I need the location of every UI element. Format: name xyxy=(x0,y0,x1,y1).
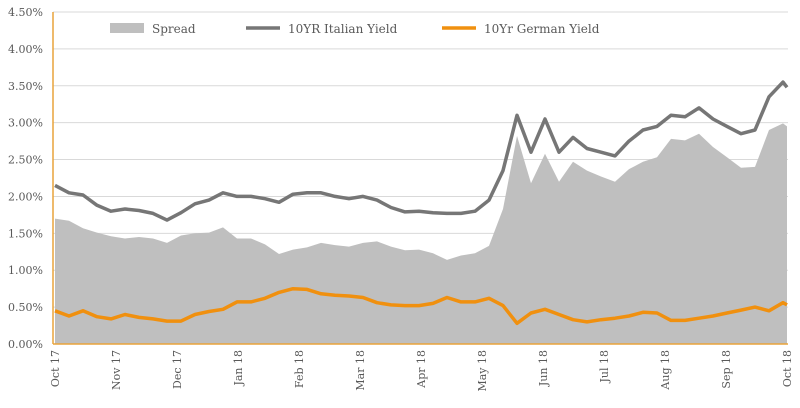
x-tick-label: Nov 17 xyxy=(110,350,123,390)
x-tick-label: May 18 xyxy=(476,350,489,392)
x-tick-label: Jun 18 xyxy=(537,350,550,387)
y-tick-label: 4.50% xyxy=(8,6,43,19)
y-tick-label: 3.00% xyxy=(8,117,43,130)
legend-label-german: 10Yr German Yield xyxy=(484,22,600,36)
legend: Spread 10YR Italian Yield 10Yr German Yi… xyxy=(110,22,600,36)
y-tick-label: 3.50% xyxy=(8,80,43,93)
x-axis-ticks: Oct 17 Nov 17 Dec 17 Jan 18 Feb 18 Mar 18 Apr … xyxy=(49,350,794,392)
y-tick-label: 0.00% xyxy=(8,338,43,351)
y-tick-label: 2.50% xyxy=(8,154,43,167)
german-yield-line xyxy=(54,286,788,326)
x-tick-label: Oct 18 xyxy=(781,350,794,387)
y-tick-label: 1.00% xyxy=(8,264,43,277)
x-tick-label: Mar 18 xyxy=(354,350,367,391)
x-tick-label: Aug 18 xyxy=(659,350,672,391)
x-tick-label: Jan 18 xyxy=(232,350,245,387)
legend-label-spread: Spread xyxy=(152,22,196,36)
italian-yield-line xyxy=(54,80,789,222)
y-tick-label: 1.50% xyxy=(8,227,43,240)
y-tick-label: 4.00% xyxy=(8,43,43,56)
y-tick-label: 2.00% xyxy=(8,190,43,203)
x-tick-label: Feb 18 xyxy=(293,350,306,388)
legend-label-italian: 10YR Italian Yield xyxy=(288,22,398,36)
legend-swatch-spread xyxy=(110,23,144,33)
spread-area xyxy=(55,123,787,345)
x-tick-label: Jul 18 xyxy=(598,350,611,384)
x-tick-label: Oct 17 xyxy=(49,350,62,387)
x-tick-label: Dec 17 xyxy=(171,350,184,389)
x-tick-label: Sep 18 xyxy=(720,350,733,389)
y-axis-ticks: 0.00% 0.50% 1.00% 1.50% 2.00% 2.50% 3.00% 3.50%… xyxy=(8,6,43,351)
x-tick-label: Apr 18 xyxy=(415,350,428,389)
y-tick-label: 0.50% xyxy=(8,301,43,314)
